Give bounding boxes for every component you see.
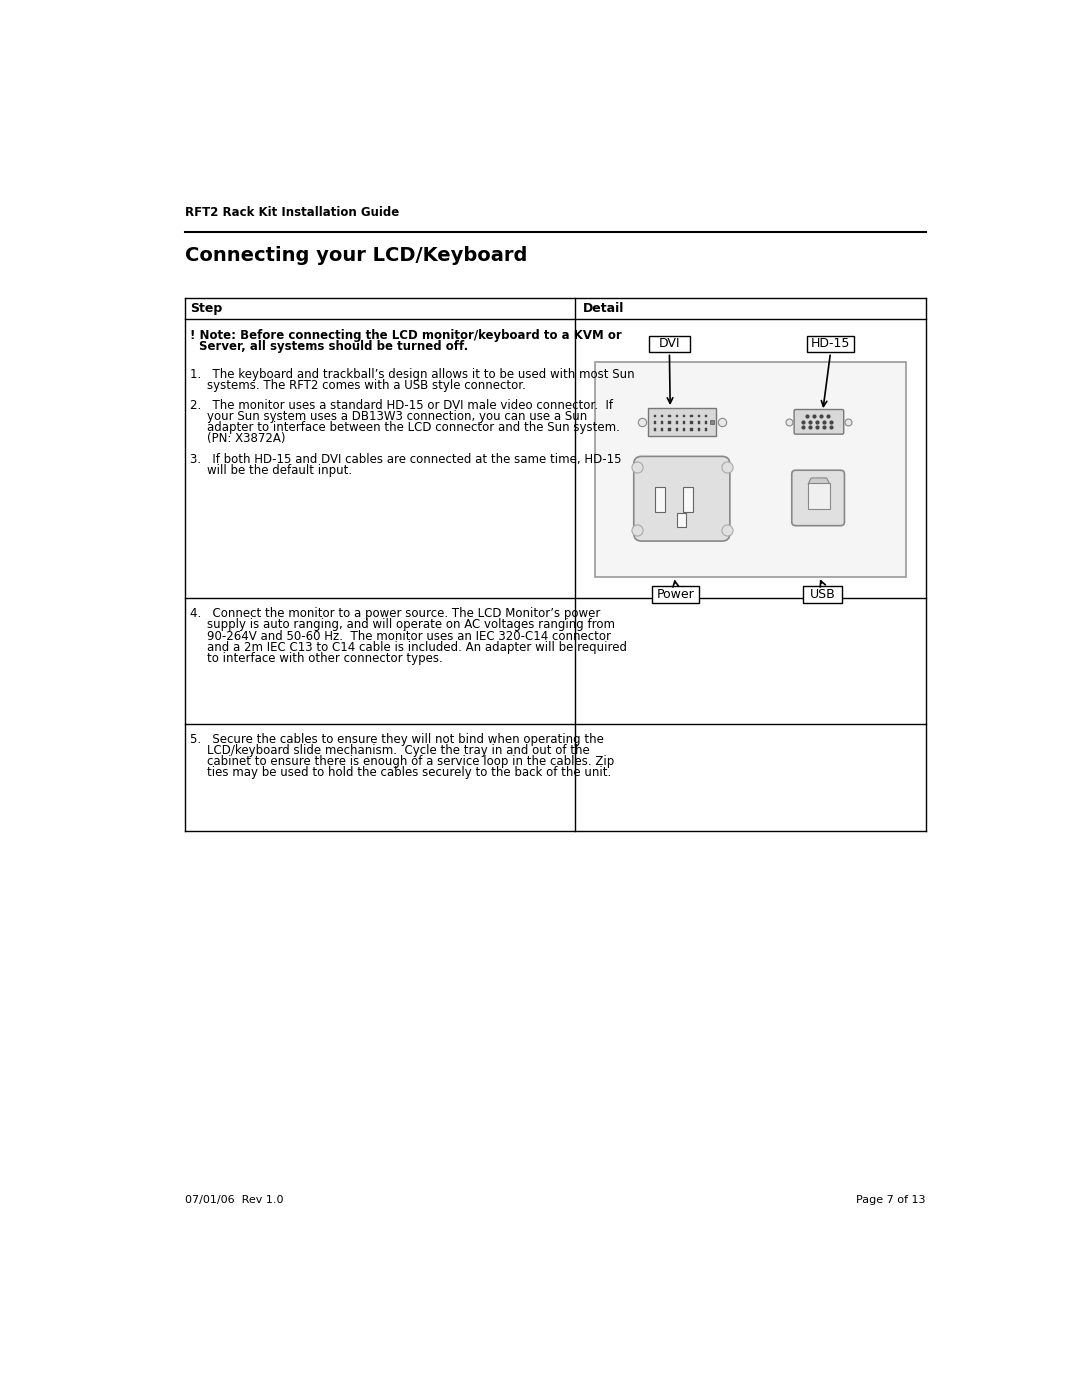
Text: 4.   Connect the monitor to a power source. The LCD Monitor’s power: 4. Connect the monitor to a power source… <box>190 608 600 620</box>
Bar <box>705 415 707 416</box>
Bar <box>653 415 656 416</box>
FancyBboxPatch shape <box>794 409 843 434</box>
Text: cabinet to ensure there is enough of a service loop in the cables. Zip: cabinet to ensure there is enough of a s… <box>207 756 615 768</box>
Bar <box>690 415 692 416</box>
Bar <box>661 415 663 416</box>
Text: 1.   The keyboard and trackball’s design allows it to be used with most Sun: 1. The keyboard and trackball’s design a… <box>190 367 635 380</box>
Bar <box>683 429 686 430</box>
Text: DVI: DVI <box>659 338 680 351</box>
Text: adapter to interface between the LCD connector and the Sun system.: adapter to interface between the LCD con… <box>207 422 620 434</box>
Text: will be the default input.: will be the default input. <box>207 464 352 476</box>
Bar <box>652 585 699 602</box>
Bar <box>808 482 829 509</box>
Bar <box>705 422 707 423</box>
Text: HD-15: HD-15 <box>811 338 850 351</box>
Bar <box>669 429 671 430</box>
Bar <box>698 415 700 416</box>
Text: 2.   The monitor uses a standard HD-15 or DVI male video connector.  If: 2. The monitor uses a standard HD-15 or … <box>190 400 613 412</box>
Bar <box>661 429 663 430</box>
Text: supply is auto ranging, and will operate on AC voltages ranging from: supply is auto ranging, and will operate… <box>207 619 616 631</box>
Bar <box>690 429 692 430</box>
Text: Connecting your LCD/Keyboard: Connecting your LCD/Keyboard <box>186 246 528 265</box>
Bar <box>684 488 692 511</box>
Bar <box>683 415 686 416</box>
Bar <box>710 419 714 425</box>
Text: Page 7 of 13: Page 7 of 13 <box>856 1194 926 1204</box>
Bar <box>653 429 656 430</box>
Text: Power: Power <box>657 588 694 601</box>
Text: ties may be used to hold the cables securely to the back of the unit.: ties may be used to hold the cables secu… <box>207 767 611 780</box>
Text: systems. The RFT2 comes with a USB style connector.: systems. The RFT2 comes with a USB style… <box>207 379 526 391</box>
Text: your Sun system uses a DB13W3 connection, you can use a Sun: your Sun system uses a DB13W3 connection… <box>207 411 588 423</box>
Text: 07/01/06  Rev 1.0: 07/01/06 Rev 1.0 <box>186 1194 284 1204</box>
Bar <box>595 362 906 577</box>
Bar <box>698 429 700 430</box>
Text: 5.   Secure the cables to ensure they will not bind when operating the: 5. Secure the cables to ensure they will… <box>190 733 604 746</box>
Text: 90-264V and 50-60 Hz.  The monitor uses an IEC 320-C14 connector: 90-264V and 50-60 Hz. The monitor uses a… <box>207 630 611 643</box>
Bar <box>656 488 665 511</box>
Bar <box>698 422 700 423</box>
FancyBboxPatch shape <box>634 457 730 541</box>
Text: (PN: X3872A): (PN: X3872A) <box>207 433 285 446</box>
Text: LCD/keyboard slide mechanism.  Cycle the tray in and out of the: LCD/keyboard slide mechanism. Cycle the … <box>207 745 590 757</box>
Bar <box>677 513 687 527</box>
Polygon shape <box>808 478 829 485</box>
Bar <box>653 422 656 423</box>
Bar <box>649 335 689 352</box>
Text: USB: USB <box>810 588 836 601</box>
Text: 3.   If both HD-15 and DVI cables are connected at the same time, HD-15: 3. If both HD-15 and DVI cables are conn… <box>190 453 621 465</box>
Text: ! Note: Before connecting the LCD monitor/keyboard to a KVM or: ! Note: Before connecting the LCD monito… <box>190 328 622 342</box>
Bar <box>705 429 707 430</box>
Bar <box>683 422 686 423</box>
Text: Step: Step <box>190 302 222 314</box>
Text: to interface with other connector types.: to interface with other connector types. <box>207 652 443 665</box>
Bar <box>676 422 678 423</box>
Bar <box>807 335 854 352</box>
Bar <box>676 429 678 430</box>
Bar <box>676 415 678 416</box>
Text: and a 2m IEC C13 to C14 cable is included. An adapter will be required: and a 2m IEC C13 to C14 cable is include… <box>207 641 627 654</box>
Text: Server, all systems should be turned off.: Server, all systems should be turned off… <box>200 339 469 352</box>
Bar <box>804 585 842 602</box>
FancyBboxPatch shape <box>792 471 845 525</box>
Text: Detail: Detail <box>583 302 624 314</box>
Text: RFT2 Rack Kit Installation Guide: RFT2 Rack Kit Installation Guide <box>186 207 400 219</box>
Bar <box>669 415 671 416</box>
Bar <box>690 422 692 423</box>
Bar <box>669 422 671 423</box>
Bar <box>661 422 663 423</box>
Bar <box>648 408 716 436</box>
